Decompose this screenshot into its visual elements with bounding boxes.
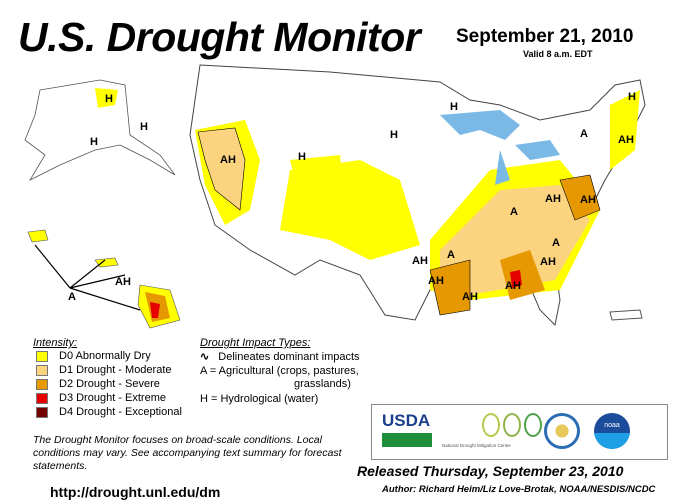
release-date: Released Thursday, September 23, 2010 [357, 463, 624, 479]
usda-logo: USDA [382, 411, 432, 451]
d0-northeast [610, 90, 640, 170]
partner-logos: USDA National Drought Mitigation Center … [371, 404, 668, 460]
puerto-rico [609, 309, 643, 321]
impact-label: H [90, 136, 98, 148]
impact-label: AH [428, 275, 444, 287]
d2-georgia [500, 250, 545, 300]
ndmc-logo: National Drought Mitigation Center [442, 413, 542, 453]
impact-line-icon: ∿ [200, 351, 210, 363]
legend-swatch [36, 392, 48, 404]
noaa-logo-text: noaa [604, 422, 620, 429]
impact-label: H [450, 101, 458, 113]
impact-a-label: A = Agricultural (crops, pastures, [200, 365, 359, 377]
impact-label: AH [618, 134, 634, 146]
ndmc-trees-icon [442, 413, 542, 437]
d1-west [197, 127, 246, 211]
d1-east [440, 185, 590, 295]
impact-label: A [510, 206, 518, 218]
legend-label: D3 Drought - Extreme [59, 392, 166, 404]
impact-h-label: H = Hydrological (water) [200, 393, 319, 405]
impact-label: H [140, 121, 148, 133]
page-title: U.S. Drought Monitor [18, 14, 421, 60]
intensity-heading: Intensity: [33, 337, 78, 349]
legend-swatch [36, 364, 48, 376]
impact-label: A [580, 128, 588, 140]
valid-time: Valid 8 a.m. EDT [523, 49, 593, 59]
d2-south [429, 259, 471, 316]
legend-label: D2 Drought - Severe [59, 378, 160, 390]
d3-georgia [510, 270, 522, 288]
impact-label: H [390, 129, 398, 141]
impact-label: AH [412, 255, 428, 267]
impact-label: A [68, 291, 76, 303]
author-credit: Author: Richard Heim/Liz Love-Brotak, NO… [382, 484, 656, 495]
disclaimer-note: The Drought Monitor focuses on broad-sca… [33, 434, 342, 472]
impact-label: AH [505, 280, 521, 292]
alaska-d0 [95, 88, 118, 108]
hawaii-d3 [150, 302, 160, 318]
legend-label: D0 Abnormally Dry [59, 350, 151, 362]
impact-label: AH [462, 291, 478, 303]
impact-line-key: ∿ Delineates dominant impacts [200, 350, 360, 363]
legend-label: D1 Drought - Moderate [59, 364, 172, 376]
legend-item-d2: D2 Drought - Severe [36, 378, 160, 390]
d2-midatlantic [559, 174, 601, 221]
usda-logo-text: USDA [382, 411, 431, 430]
legend-item-d4: D4 Drought - Exceptional [36, 406, 182, 418]
legend-item-d1: D1 Drought - Moderate [36, 364, 172, 376]
legend-swatch [36, 350, 48, 362]
noaa-logo: noaa [594, 413, 630, 449]
great-lakes [440, 110, 560, 185]
legend-label: D4 Drought - Exceptional [59, 406, 182, 418]
impact-label: A [447, 249, 455, 261]
legend-item-d0: D0 Abnormally Dry [36, 350, 151, 362]
impact-label: AH [545, 193, 561, 205]
impact-label: H [298, 151, 306, 163]
legend-swatch [36, 406, 48, 418]
impact-label: A [552, 237, 560, 249]
hawaii-pointers [34, 244, 141, 311]
d0-plains [290, 155, 345, 200]
website-link[interactable]: http://drought.unl.edu/dm [50, 484, 221, 500]
commerce-seal [544, 413, 580, 449]
legend-swatch [36, 378, 48, 390]
ndmc-logo-text: National Drought Mitigation Center [442, 443, 512, 448]
alaska [24, 79, 176, 181]
impact-label: AH [540, 256, 556, 268]
impact-label: AH [220, 154, 236, 166]
usda-logo-field [382, 433, 432, 447]
map-date: September 21, 2010 [456, 26, 634, 47]
impact-line-label: Delineates dominant impacts [218, 351, 360, 363]
impact-label: AH [115, 276, 131, 288]
legend-item-d3: D3 Drought - Extreme [36, 392, 166, 404]
impact-heading: Drought Impact Types: [200, 337, 311, 349]
impact-label: AH [580, 194, 596, 206]
impact-a-label-cont: grasslands) [294, 378, 351, 390]
impact-label: H [628, 91, 636, 103]
impact-label: H [105, 93, 113, 105]
